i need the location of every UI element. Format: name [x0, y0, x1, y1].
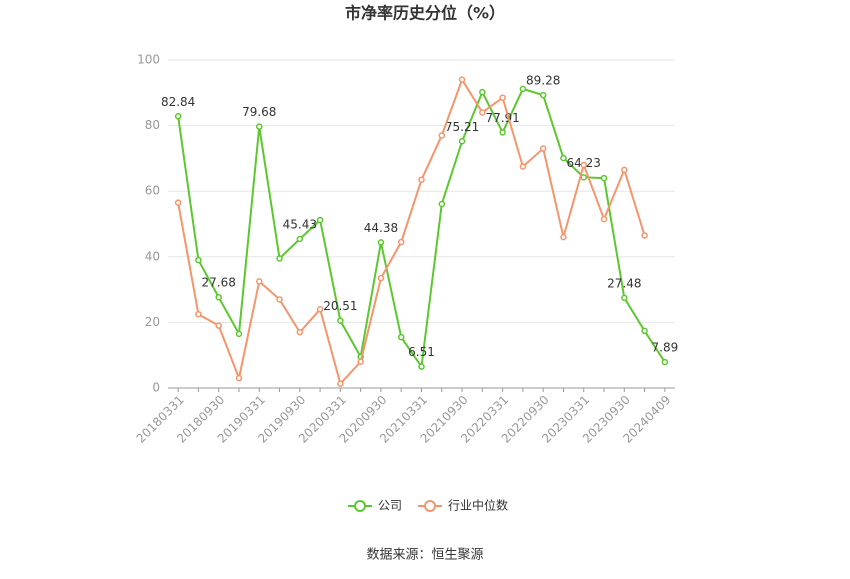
data-point: [641, 327, 648, 335]
data-point: [296, 235, 304, 243]
data-point: [621, 294, 628, 302]
data-label: 75.21: [445, 120, 479, 134]
data-point: [600, 174, 608, 182]
data-point: [316, 306, 324, 313]
data-point: [641, 232, 648, 239]
data-point: [235, 374, 243, 382]
data-point: [235, 330, 243, 338]
data-point: [499, 94, 506, 101]
data-point: [174, 199, 182, 206]
data-point: [316, 216, 324, 224]
data-point: [560, 154, 567, 162]
data-point: [276, 296, 283, 303]
data-point: [337, 317, 344, 324]
data-point: [397, 238, 405, 246]
data-point: [539, 91, 547, 99]
data-point: [438, 200, 446, 208]
y-tick-label: 80: [145, 118, 160, 132]
data-point: [357, 358, 364, 366]
data-point: [519, 163, 527, 170]
data-point: [600, 215, 608, 223]
data-point: [519, 85, 527, 93]
data-point: [458, 138, 466, 145]
data-point: [174, 113, 182, 120]
data-label: 79.68: [242, 105, 276, 119]
data-point: [377, 239, 385, 246]
data-point: [499, 129, 506, 136]
data-point: [418, 363, 425, 370]
data-point: [438, 132, 446, 139]
data-point: [580, 161, 587, 169]
data-point: [296, 328, 304, 336]
data-point: [256, 278, 263, 285]
data-label: 45.43: [283, 217, 317, 231]
data-point: [560, 233, 567, 241]
legend-label: 行业中位数: [448, 498, 508, 513]
data-point: [195, 256, 202, 264]
data-label: 77.91: [485, 111, 519, 125]
data-point: [195, 310, 202, 318]
data-point: [539, 145, 547, 152]
data-point: [580, 174, 587, 181]
data-label: 82.84: [161, 95, 195, 109]
series-line: [177, 77, 646, 386]
data-label: 44.38: [364, 221, 398, 235]
data-point: [215, 293, 222, 301]
y-tick-label: 20: [145, 315, 160, 329]
data-point: [661, 358, 669, 366]
y-tick-label: 0: [152, 381, 160, 395]
data-point: [276, 255, 283, 262]
data-label: 27.68: [202, 276, 236, 290]
data-point: [256, 123, 263, 130]
series-line: [177, 87, 666, 370]
source: 数据来源：恒生聚源: [366, 548, 483, 563]
data-point: [377, 274, 385, 282]
data-point: [621, 166, 628, 174]
data-point: [215, 322, 222, 329]
data-point: [337, 380, 344, 387]
data-point: [479, 88, 486, 96]
data-point: [397, 333, 405, 341]
data-label: 20.51: [323, 299, 357, 313]
legend-marker: [354, 500, 366, 512]
data-point: [458, 76, 466, 83]
legend-marker: [424, 500, 437, 512]
y-tick-label: 60: [145, 184, 160, 198]
data-point: [418, 176, 425, 183]
legend-label: 公司: [378, 499, 402, 513]
data-point: [479, 109, 486, 116]
chart-title: 市净率历史分位（%）: [345, 4, 505, 23]
data-label: 27.48: [607, 276, 641, 290]
y-tick-label: 100: [137, 53, 160, 67]
data-label: 7.89: [652, 341, 679, 355]
y-tick-label: 40: [145, 249, 160, 263]
data-label: 89.28: [526, 74, 560, 88]
data-label: 6.51: [408, 345, 435, 359]
